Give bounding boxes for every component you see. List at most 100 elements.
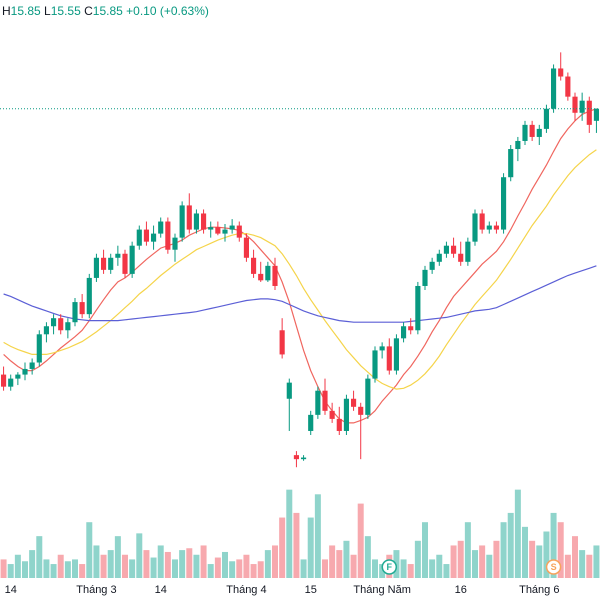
candle-body <box>315 390 321 415</box>
volume-bar <box>593 545 600 578</box>
volume-bar <box>572 536 578 578</box>
volume-bar <box>50 564 57 578</box>
volume-bar <box>64 561 71 578</box>
volume-bar <box>443 564 450 578</box>
volume-bar <box>514 489 521 578</box>
volume-bar <box>129 559 136 578</box>
event-badge <box>545 559 562 575</box>
volume-bar <box>350 554 357 578</box>
candle-body <box>243 237 249 258</box>
candle-body <box>143 229 149 242</box>
candle-body <box>486 225 492 230</box>
x-tick-label: Tháng 4 <box>226 584 266 596</box>
candle-body <box>36 334 42 363</box>
volume-bar <box>0 559 7 578</box>
candle-body <box>429 261 435 270</box>
candle-body <box>172 237 178 250</box>
volume-bar <box>307 517 314 578</box>
volume-bar <box>157 545 164 578</box>
volume-bar <box>550 512 557 578</box>
volume-bar <box>314 494 321 578</box>
candle-body <box>215 227 221 234</box>
volume-bar <box>343 540 350 578</box>
x-tick-label: 16 <box>455 584 467 596</box>
candle-body <box>422 269 428 286</box>
candle-body <box>136 229 142 246</box>
candle-body <box>472 213 478 242</box>
candle-body <box>401 326 407 339</box>
candle-body <box>415 285 421 331</box>
volume-bar <box>150 557 157 578</box>
volume-bar <box>372 559 378 578</box>
volume-bar <box>143 550 150 578</box>
candle-body <box>386 346 392 371</box>
volume-bar <box>214 557 221 578</box>
x-tick-label: Tháng Năm <box>353 584 410 596</box>
x-tick-label: 15 <box>305 584 317 596</box>
volume-bar <box>100 554 107 578</box>
candle-body <box>308 414 314 431</box>
candle-body <box>43 326 49 335</box>
candle-body <box>51 318 57 327</box>
candle-body <box>508 149 514 178</box>
volume-bar <box>529 540 536 578</box>
volume-bar <box>543 531 550 578</box>
candle-body <box>65 322 71 331</box>
volume-bar <box>250 564 257 578</box>
volume-bar <box>300 559 307 578</box>
volume-bar <box>264 550 271 578</box>
volume-bar <box>500 522 507 578</box>
volume-bar <box>322 559 328 578</box>
moving-average <box>3 108 597 424</box>
volume-bar <box>579 550 586 578</box>
volume-bar <box>207 564 214 578</box>
candle-body <box>565 76 571 97</box>
volume-bar <box>429 559 436 578</box>
candle-body <box>501 177 507 230</box>
candle-body <box>58 318 64 331</box>
volume-bar <box>586 554 593 578</box>
volume-bar <box>364 536 371 578</box>
candle-body <box>372 350 378 379</box>
candle-body <box>515 140 521 150</box>
candle-body <box>22 368 28 375</box>
candle-body <box>251 257 257 274</box>
volume-bar <box>357 503 364 578</box>
legend-value: 15.55 <box>50 4 81 18</box>
volume-bar <box>257 561 264 578</box>
candle-body <box>579 100 585 113</box>
candle-body <box>179 205 185 238</box>
candle-body <box>543 108 549 129</box>
volume-bar <box>493 540 500 578</box>
legend-change: +0.10 (+0.63%) <box>126 4 209 18</box>
legend-value: 15.85 <box>10 4 41 18</box>
volume-bar <box>536 545 543 578</box>
volume-bar <box>107 550 114 578</box>
candle-body <box>208 227 214 230</box>
legend-key: H <box>2 4 11 18</box>
volume-bar <box>293 512 300 578</box>
volume-bar <box>93 545 100 578</box>
volume-bar <box>43 559 50 578</box>
candle-body <box>436 253 442 262</box>
volume-bar <box>272 545 278 578</box>
event-label: S <box>551 562 557 572</box>
x-tick-label: 14 <box>5 584 17 596</box>
volume-bar <box>336 550 343 578</box>
event-badge <box>381 559 398 575</box>
volume-bar <box>229 561 236 578</box>
candle-body <box>258 273 264 281</box>
candle-body <box>479 213 485 230</box>
volume-bar <box>57 554 64 578</box>
volume-bar <box>136 533 143 578</box>
candle-body <box>586 100 592 125</box>
candle-body <box>365 378 371 415</box>
candle-body <box>201 213 207 230</box>
candle-body <box>72 302 78 323</box>
volume-bar <box>450 545 457 578</box>
candle-body <box>129 245 135 274</box>
moving-average <box>3 265 597 323</box>
candle-body <box>343 398 349 431</box>
candle-body <box>351 398 357 407</box>
candle-body <box>322 390 328 411</box>
